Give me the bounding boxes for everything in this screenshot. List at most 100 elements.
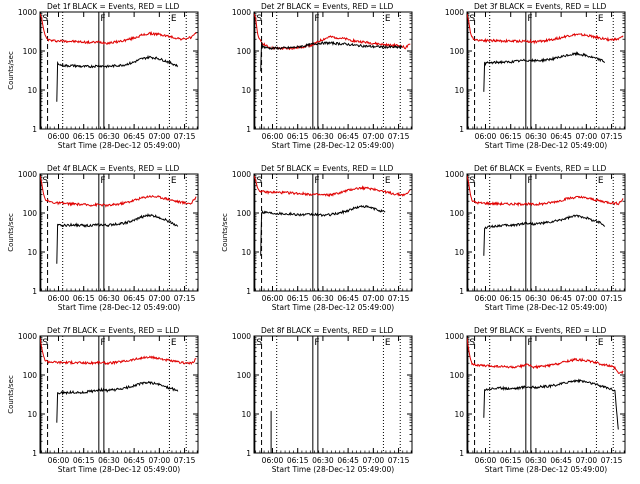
chart-panel-4: Det 4f BLACK = Events, RED = LLD 1 10 100 10… bbox=[7, 164, 199, 312]
x-tick-label: 07:00 bbox=[149, 294, 171, 303]
chart-panel-1: Det 1f BLACK = Events, RED = LLD 1 10 100 10… bbox=[7, 2, 199, 150]
y-tick-label: 10 bbox=[27, 248, 37, 257]
event-marker-label: S bbox=[42, 176, 48, 186]
x-tick-label: 06:45 bbox=[337, 294, 359, 303]
series-line-events bbox=[56, 213, 179, 264]
event-marker-label: E bbox=[598, 338, 604, 348]
plot-frame bbox=[466, 173, 626, 292]
x-tick-label: 06:15 bbox=[287, 456, 309, 465]
y-tick-label: 1 bbox=[32, 287, 37, 296]
event-marker-label: S bbox=[469, 338, 475, 348]
x-tick-label: 07:00 bbox=[149, 456, 171, 465]
y-tick-label: 1 bbox=[246, 125, 251, 134]
event-marker-label: S bbox=[469, 176, 475, 186]
series-line-lld bbox=[254, 13, 411, 51]
y-tick-label: 100 bbox=[237, 47, 252, 56]
x-tick-label: 06:45 bbox=[123, 456, 145, 465]
event-marker-label: F bbox=[314, 14, 319, 24]
x-tick-label: 06:30 bbox=[98, 294, 120, 303]
y-axis-label: Counts/sec bbox=[7, 51, 15, 90]
y-tick-label: 10 bbox=[27, 86, 37, 95]
series-line-lld bbox=[467, 337, 624, 375]
x-tick-label: 06:15 bbox=[287, 132, 309, 141]
y-tick-label: 10 bbox=[241, 86, 251, 95]
x-tick-label: 06:30 bbox=[312, 456, 334, 465]
x-axis-label: Start Time (28-Dec-12 05:49:00) bbox=[485, 465, 607, 474]
event-marker-label: E bbox=[171, 338, 177, 348]
chart-title: Det 6f BLACK = Events, RED = LLD bbox=[474, 164, 607, 173]
plot-frame bbox=[39, 335, 199, 454]
y-tick-label: 100 bbox=[237, 371, 252, 380]
series-line-lld bbox=[40, 337, 197, 366]
x-tick-label: 06:45 bbox=[337, 456, 359, 465]
y-tick-label: 10 bbox=[27, 410, 37, 419]
x-axis-label: Start Time (28-Dec-12 05:49:00) bbox=[485, 303, 607, 312]
y-tick-label: 1000 bbox=[18, 8, 37, 17]
chart-title: Det 3f BLACK = Events, RED = LLD bbox=[474, 2, 607, 11]
y-tick-label: 1000 bbox=[445, 170, 464, 179]
y-tick-label: 10 bbox=[454, 410, 464, 419]
x-tick-label: 07:15 bbox=[388, 132, 410, 141]
x-tick-label: 06:30 bbox=[525, 294, 547, 303]
event-marker-label: E bbox=[171, 176, 177, 186]
y-tick-label: 100 bbox=[23, 371, 38, 380]
y-tick-label: 1 bbox=[32, 449, 37, 458]
event-marker-label: E bbox=[598, 14, 604, 24]
chart-title: Det 5f BLACK = Events, RED = LLD bbox=[261, 164, 394, 173]
x-tick-label: 06:45 bbox=[337, 132, 359, 141]
chart-panel-2: Det 2f BLACK = Events, RED = LLD 1 10 100 10… bbox=[232, 2, 413, 150]
x-tick-label: 06:00 bbox=[475, 456, 497, 465]
x-tick-label: 07:15 bbox=[601, 294, 623, 303]
x-tick-label: 06:00 bbox=[262, 132, 284, 141]
plot-frame bbox=[466, 335, 626, 454]
event-marker-label: F bbox=[100, 14, 105, 24]
x-axis-label: Start Time (28-Dec-12 05:49:00) bbox=[485, 141, 607, 150]
x-tick-label: 06:45 bbox=[550, 294, 572, 303]
chart-title: Det 4f BLACK = Events, RED = LLD bbox=[47, 164, 180, 173]
x-tick-label: 07:00 bbox=[576, 294, 598, 303]
x-tick-label: 06:00 bbox=[48, 294, 70, 303]
x-tick-label: 06:30 bbox=[98, 132, 120, 141]
series-line-events bbox=[260, 204, 386, 256]
x-tick-label: 06:30 bbox=[525, 132, 547, 141]
event-marker-label: E bbox=[385, 176, 391, 186]
series-group bbox=[40, 175, 197, 264]
y-tick-label: 10 bbox=[241, 410, 251, 419]
y-tick-label: 1 bbox=[246, 449, 251, 458]
event-marker-label: F bbox=[314, 176, 319, 186]
y-tick-label: 1 bbox=[459, 125, 464, 134]
event-marker-label: E bbox=[385, 14, 391, 24]
x-tick-label: 07:00 bbox=[576, 132, 598, 141]
x-tick-label: 06:00 bbox=[48, 132, 70, 141]
event-marker-label: S bbox=[256, 14, 262, 24]
series-line-lld bbox=[40, 13, 197, 45]
series-group bbox=[40, 337, 197, 423]
chart-panel-8: Det 8f BLACK = Events, RED = LLD 1 10 100 10… bbox=[232, 326, 413, 474]
x-tick-label: 06:45 bbox=[123, 132, 145, 141]
x-tick-label: 07:00 bbox=[363, 456, 385, 465]
series-group bbox=[254, 13, 411, 72]
event-marker-label: F bbox=[527, 176, 532, 186]
series-line-events bbox=[483, 51, 606, 92]
x-tick-label: 07:15 bbox=[601, 456, 623, 465]
y-tick-label: 1 bbox=[459, 449, 464, 458]
y-tick-label: 100 bbox=[23, 47, 38, 56]
x-tick-label: 07:00 bbox=[576, 456, 598, 465]
event-marker-label: S bbox=[256, 176, 262, 186]
chart-title: Det 9f BLACK = Events, RED = LLD bbox=[474, 326, 607, 335]
y-tick-label: 100 bbox=[237, 209, 252, 218]
event-marker-label: S bbox=[256, 338, 262, 348]
x-tick-label: 06:30 bbox=[525, 456, 547, 465]
x-tick-label: 06:45 bbox=[550, 456, 572, 465]
x-axis-label: Start Time (28-Dec-12 05:49:00) bbox=[272, 303, 394, 312]
x-tick-label: 06:00 bbox=[475, 132, 497, 141]
series-line-events bbox=[56, 54, 179, 102]
x-tick-label: 06:15 bbox=[73, 132, 95, 141]
event-marker-label: S bbox=[42, 338, 48, 348]
series-line-events bbox=[260, 40, 403, 72]
x-tick-label: 06:45 bbox=[550, 132, 572, 141]
y-tick-label: 1000 bbox=[232, 170, 251, 179]
y-tick-label: 1000 bbox=[18, 170, 37, 179]
y-tick-label: 100 bbox=[450, 47, 465, 56]
series-group bbox=[40, 13, 197, 102]
